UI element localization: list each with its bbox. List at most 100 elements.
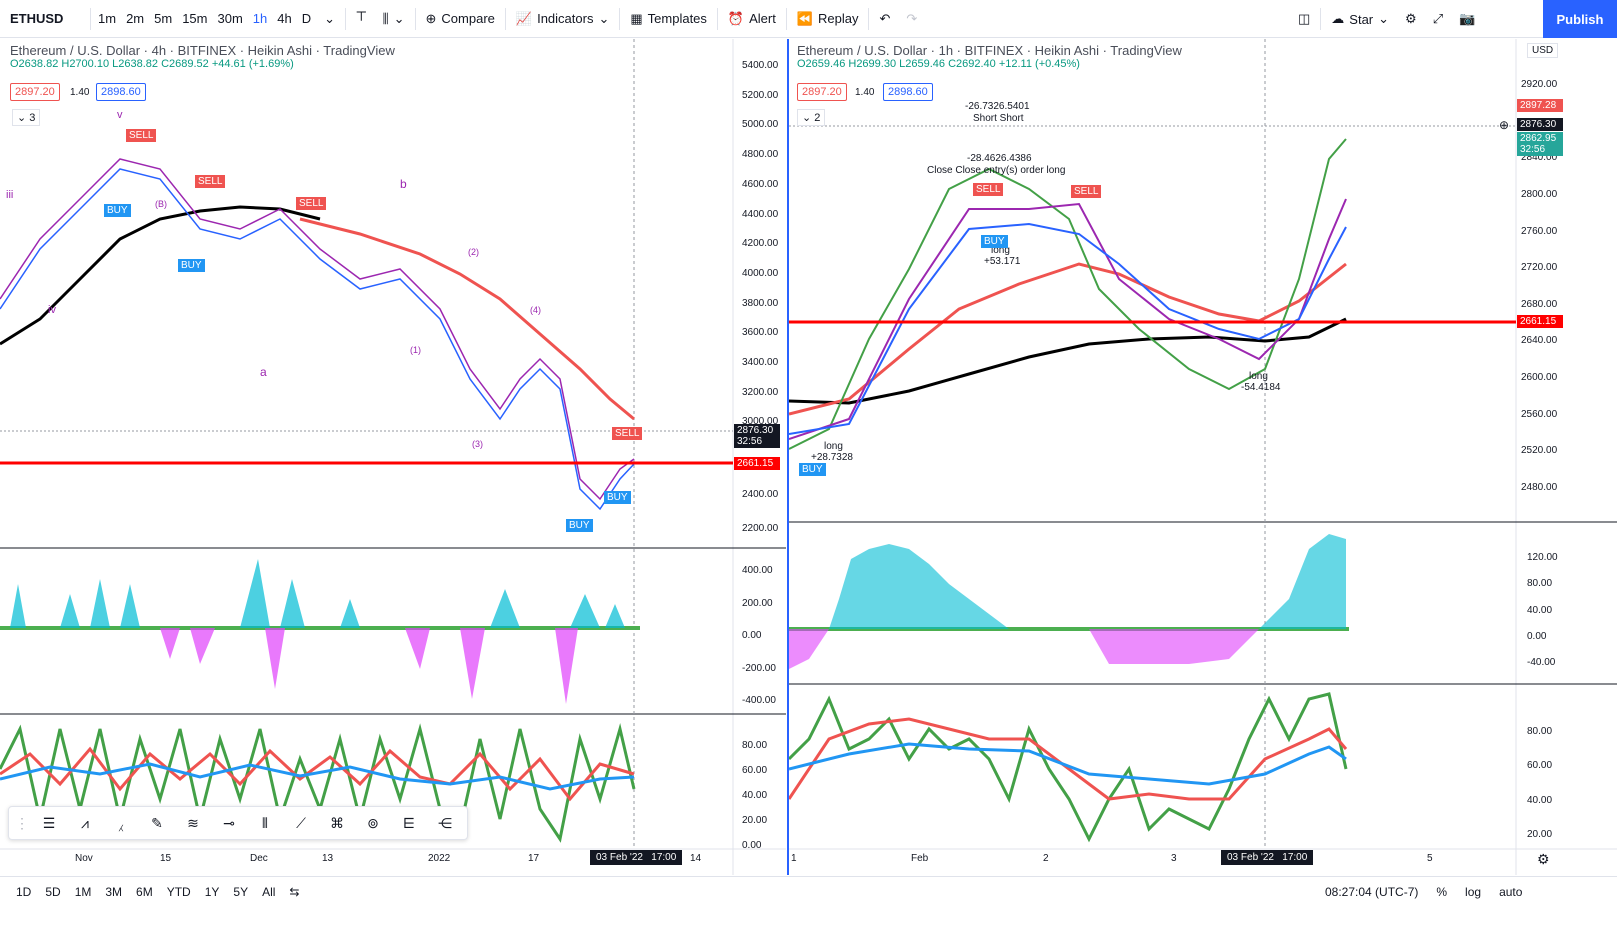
alert-button[interactable]: ⏰ Alert (720, 0, 784, 38)
fullscreen-button[interactable]: ⤢ (1425, 0, 1451, 38)
buy-signal: BUY (104, 204, 131, 217)
left-chart-canvas[interactable] (0, 39, 786, 875)
range-1y[interactable]: 1Y (204, 885, 220, 899)
rsi-tick: 80.00 (1527, 726, 1553, 737)
rsi-tick: 20.00 (1527, 828, 1553, 840)
range-5d[interactable]: 5D (45, 885, 61, 899)
redo-button[interactable]: ↷ (898, 0, 925, 38)
brush-tool-icon[interactable]: ✎ (151, 814, 163, 831)
right-bid-price[interactable]: 2897.20 (797, 83, 847, 101)
left-chart-pane[interactable]: Ethereum / U.S. Dollar · 4h · BITFINEX ·… (0, 39, 786, 875)
price-tick: 2760.00 (1521, 226, 1558, 237)
goto-date-icon[interactable]: ⇆ (289, 885, 300, 899)
add-alert-icon[interactable]: ⊕ (1499, 118, 1510, 132)
price-tick: 2800.00 (1521, 189, 1558, 200)
time-tick: 3 (1171, 853, 1177, 864)
right-indicator-toggle[interactable]: ⌄ 2 (797, 109, 826, 126)
trade-annotation: -26.7326.5401 (965, 101, 1030, 112)
layout-button[interactable]: ◫ (1290, 0, 1318, 38)
interval-d[interactable]: D (301, 11, 312, 26)
undo-button[interactable]: ↶ (871, 0, 898, 38)
left-chart-title: Ethereum / U.S. Dollar · 4h · BITFINEX ·… (10, 43, 395, 58)
range-1m[interactable]: 1M (74, 885, 92, 899)
interval-5m[interactable]: 5m (154, 11, 173, 26)
price-tick: 4400.00 (742, 208, 779, 220)
left-time-axis[interactable]: Nov 15 Dec 13 2022 17 14 03 Feb '22 17:0… (0, 850, 733, 873)
left-price-axis[interactable]: 5400.00 5200.00 5000.00 4800.00 4600.00 … (742, 51, 778, 437)
replay-button[interactable]: ⏪ Replay (789, 0, 867, 38)
bar-style-button[interactable]: 𝍮 (348, 0, 375, 38)
rsi-red-line (789, 717, 1348, 801)
indicators-button[interactable]: 📈 Indicators ⌄ (508, 0, 617, 38)
time-tick: 17 (528, 853, 540, 864)
trend-line-icon[interactable]: ⟋ (296, 814, 306, 831)
range-3m[interactable]: 3M (105, 885, 123, 899)
sell-signal: SELL (612, 427, 643, 440)
wave-label: b (400, 177, 407, 191)
osc-tick: 120.00 (1527, 552, 1558, 563)
snapshot-button[interactable]: 📷 (1451, 0, 1483, 38)
templates-button[interactable]: ▦ Templates (622, 0, 715, 38)
compare-button[interactable]: ⊕ Compare (418, 0, 503, 38)
sell-signal: SELL (973, 183, 1004, 196)
right-chart-pane[interactable]: Ethereum / U.S. Dollar · 1h · BITFINEX ·… (787, 39, 1617, 875)
currency-dropdown[interactable]: USD (1527, 43, 1559, 58)
rsi-tick: 40.00 (1527, 794, 1553, 806)
left-bid-price[interactable]: 2897.20 (10, 83, 60, 101)
right-toolbar-group: ◫ ☁ Star ⌄ ⚙ ⤢ 📷 (1290, 0, 1483, 38)
wave-label: (4) (530, 305, 541, 315)
publish-button[interactable]: Publish (1543, 0, 1617, 38)
right-chart-canvas[interactable] (789, 39, 1617, 875)
time-tick: 5 (1427, 853, 1433, 864)
fib-tool-icon[interactable]: ≋ (187, 814, 199, 831)
path-tool-icon[interactable]: ⋲ (438, 814, 452, 831)
symbol-search[interactable]: ETHUSD (10, 11, 64, 26)
interval-30m[interactable]: 30m (217, 11, 243, 26)
log-toggle[interactable]: log (1465, 885, 1482, 899)
star-button[interactable]: ☁ Star ⌄ (1323, 0, 1397, 38)
measure-tool-icon[interactable]: ⫴ (262, 814, 268, 831)
rsi-blue-line (0, 762, 635, 791)
percent-toggle[interactable]: % (1436, 885, 1448, 899)
auto-toggle[interactable]: auto (1499, 885, 1523, 899)
rewind-icon: ⏪ (796, 10, 814, 26)
range-ytd[interactable]: YTD (166, 885, 191, 899)
left-ask-price[interactable]: 2898.60 (96, 83, 146, 101)
left-indicator-toggle[interactable]: ⌄ 3 (12, 109, 41, 126)
indicators-icon: 📈 (515, 10, 533, 26)
oscillator-axis: 120.00 80.00 40.00 0.00 -40.00 (1527, 545, 1558, 676)
red-line-price-label: 2661.15 (734, 457, 780, 470)
pattern-tool-icon[interactable]: ⩘ (81, 814, 89, 831)
right-time-axis[interactable]: 1 Feb 2 3 5 03 Feb '22 17:00 (789, 850, 1516, 873)
interval-15m[interactable]: 15m (182, 11, 208, 26)
gear-icon[interactable]: ⚙ (1537, 851, 1550, 867)
elliott-wave-icon[interactable]: ⁁ (119, 814, 123, 831)
interval-4h[interactable]: 4h (277, 11, 292, 26)
settings-button[interactable]: ⚙ (1397, 0, 1425, 38)
trade-annotation: -28.4626.4386 (967, 153, 1032, 164)
node-tool-icon[interactable]: ⌘ (330, 814, 344, 831)
interval-2m[interactable]: 2m (126, 11, 145, 26)
time-tick: 2022 (428, 853, 451, 864)
range-all[interactable]: All (262, 885, 276, 899)
clock[interactable]: 08:27:04 (UTC-7) (1325, 885, 1419, 899)
rsi-tick: 80.00 (742, 740, 768, 751)
bar-timer: 32:56 (1520, 144, 1546, 155)
rsi-tick: 20.00 (742, 815, 768, 826)
price-tick: 4600.00 (742, 178, 779, 190)
ema-blue-line (0, 168, 635, 511)
chart-type-button[interactable]: ⫼ ⌄ (375, 0, 413, 38)
range-1d[interactable]: 1D (16, 885, 32, 899)
spiral-tool-icon[interactable]: ⊚ (367, 814, 379, 831)
parallel-channel-icon[interactable]: ⋿ (402, 814, 416, 831)
drag-handle-icon[interactable]: ⋮ (15, 814, 29, 831)
interval-dropdown[interactable]: ⌄ (316, 0, 343, 38)
text-tool-icon[interactable]: ☰ (42, 814, 56, 831)
horizontal-line-icon[interactable]: ⊸ (223, 814, 235, 831)
interval-1h[interactable]: 1h (252, 11, 268, 26)
interval-1m[interactable]: 1m (98, 11, 117, 26)
ema-red-line (789, 262, 1347, 416)
right-ask-price[interactable]: 2898.60 (883, 83, 933, 101)
range-6m[interactable]: 6M (136, 885, 153, 899)
range-5y[interactable]: 5Y (233, 885, 249, 899)
